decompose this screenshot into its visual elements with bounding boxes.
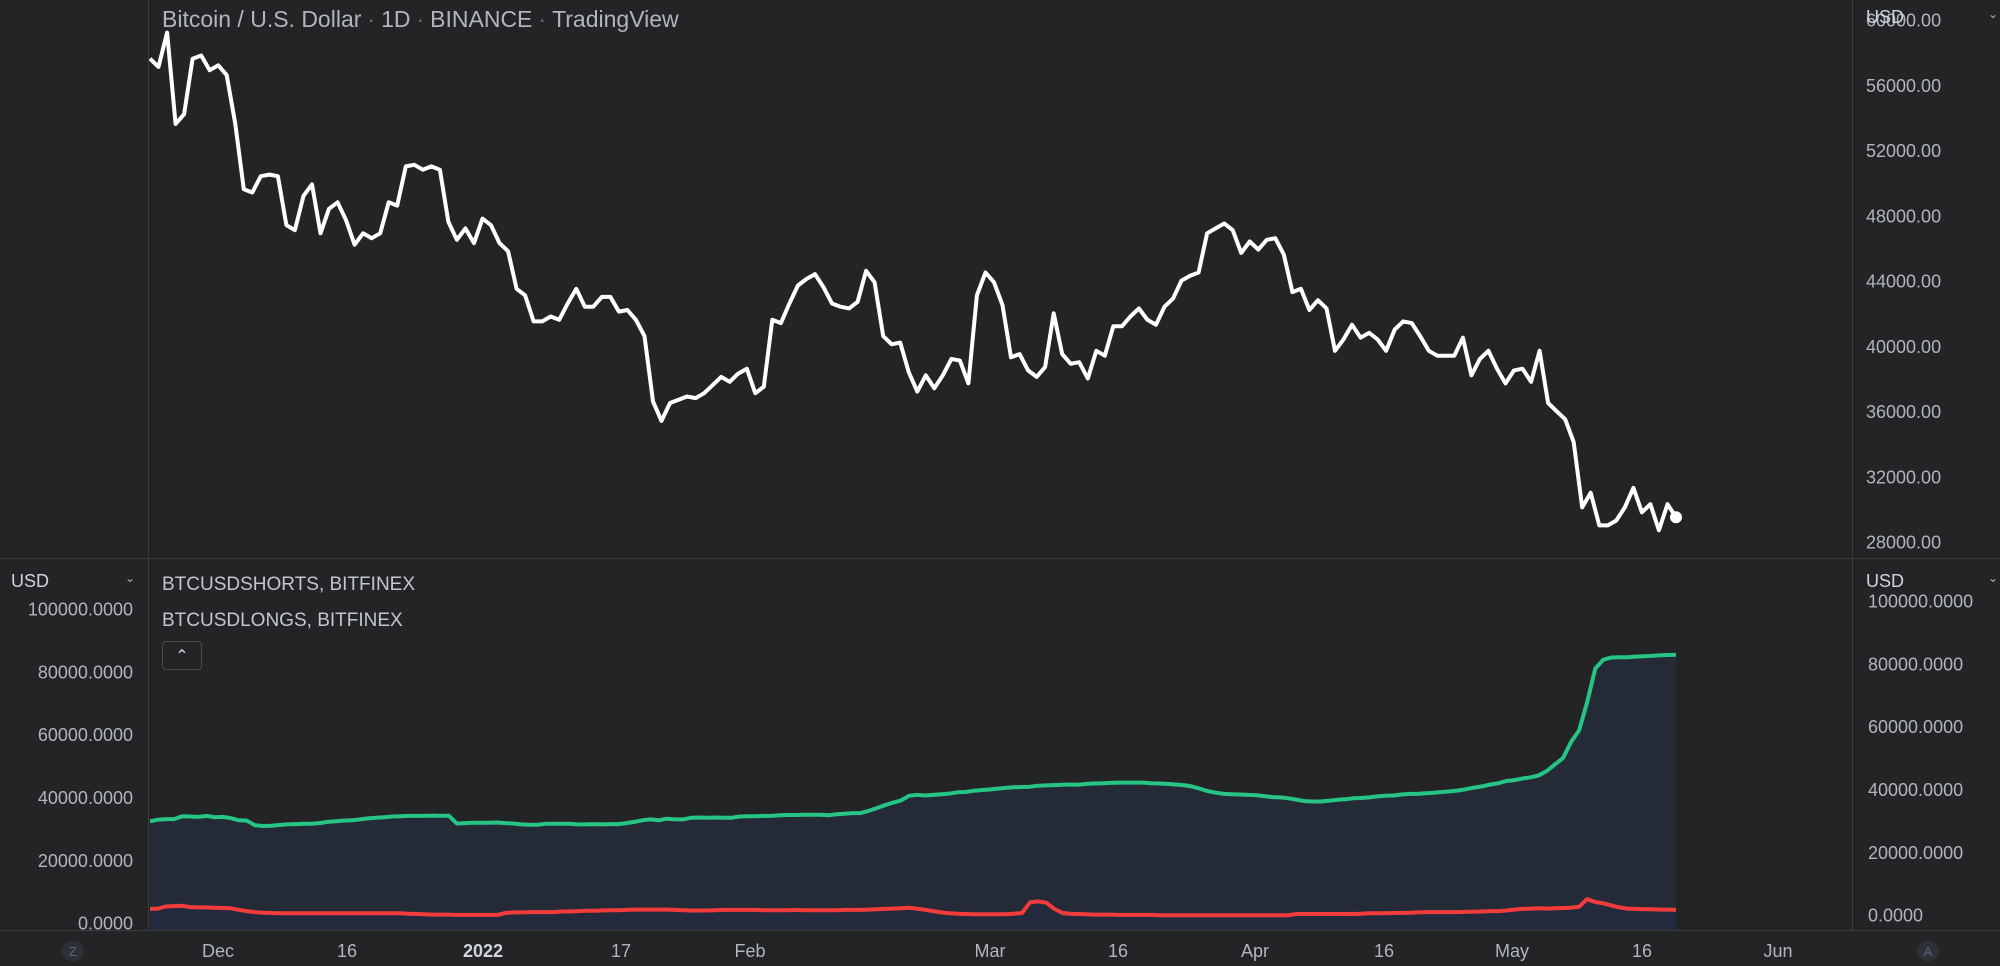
lower-right-tick-label: 20000.0000	[1868, 843, 1963, 863]
lower-left-tick-label: 40000.0000	[38, 788, 133, 808]
interval-label: 1D	[381, 6, 411, 32]
lower-left-tick-label: 80000.0000	[38, 662, 133, 682]
main-legend: Bitcoin / U.S. Dollar · 1D · BINANCE · Trading…	[162, 6, 679, 32]
left-price-scale[interactable]	[0, 0, 149, 930]
lower-left-tick-label: 100000.0000	[28, 599, 133, 619]
price-pane	[148, 30, 1682, 533]
time-tick-label: May	[1495, 941, 1529, 961]
main-currency-label: USD	[1866, 7, 1905, 27]
chevron-up-icon: ⌃	[175, 647, 189, 665]
lower-left-tick-label: 20000.0000	[38, 851, 133, 871]
lower-right-tick-label: 0.0000	[1868, 906, 1923, 926]
price-tick-label: 56000.00	[1866, 76, 1941, 96]
lower-right-currency-label: USD	[1866, 571, 1905, 591]
main-currency-selector[interactable]: USD ⌄	[1866, 7, 1998, 28]
time-tick-label: 16	[337, 941, 357, 961]
chevron-down-icon: ⌄	[1988, 7, 1999, 21]
price-tick-label: 48000.00	[1866, 206, 1941, 226]
price-tick-label: 52000.00	[1866, 141, 1941, 161]
time-tick-label: Dec	[202, 941, 234, 961]
exchange-label: BINANCE	[430, 6, 533, 32]
lower-left-tick-label: 0.0000	[78, 914, 133, 934]
lower-left-axis-ticks: 0.0000 20000.0000 40000.0000 60000.0000 8000…	[28, 599, 133, 933]
pane-divider[interactable]	[0, 558, 2000, 559]
left-scale-badge[interactable]: Z	[62, 941, 84, 961]
shorts-legend[interactable]: BTCUSDSHORTS, BITFINEX	[162, 574, 416, 595]
shorts-area-fill	[150, 899, 1676, 930]
price-line	[148, 30, 1678, 533]
time-tick-label: 2022	[463, 941, 503, 961]
collapse-legend-button[interactable]: ⌃	[162, 641, 202, 670]
longs-shorts-pane	[149, 652, 1677, 930]
shorts-line	[149, 897, 1677, 918]
time-tick-label: 16	[1374, 941, 1394, 961]
longs-area-fill	[150, 654, 1676, 930]
chevron-down-icon: ⌄	[125, 571, 136, 585]
lower-right-currency-selector[interactable]: USD ⌄	[1866, 571, 1998, 592]
price-tick-label: 32000.00	[1866, 467, 1941, 487]
lower-right-tick-label: 80000.0000	[1868, 654, 1963, 674]
time-axis-ticks: Dec 16 2022 17 Feb Mar 16 Apr 16 May 16 Jun	[202, 941, 1793, 961]
price-tick-label: 40000.00	[1866, 337, 1941, 357]
time-tick-label: 16	[1108, 941, 1128, 961]
time-tick-label: Feb	[734, 941, 765, 961]
time-tick-label: Mar	[975, 941, 1006, 961]
lower-right-tick-label: 60000.0000	[1868, 717, 1963, 737]
time-tick-label: Jun	[1763, 941, 1792, 961]
price-tick-label: 60000.00	[1866, 11, 1941, 31]
right-scale-badge[interactable]: A	[1917, 941, 1939, 961]
lower-right-axis-ticks: 0.0000 20000.0000 40000.0000 60000.0000 8000…	[1868, 591, 1973, 925]
price-axis-ticks: 28000.00 32000.00 36000.00 40000.00 44000.00…	[1866, 11, 1941, 553]
lower-left-currency-label: USD	[11, 571, 50, 591]
time-tick-label: Apr	[1241, 941, 1269, 961]
longs-line	[149, 652, 1677, 828]
lower-left-currency-selector[interactable]: USD ⌄	[11, 571, 135, 592]
chevron-down-icon: ⌄	[1988, 571, 1999, 585]
time-axis[interactable]	[0, 930, 2000, 966]
symbol-title: Bitcoin / U.S. Dollar	[162, 6, 362, 32]
price-tick-label: 28000.00	[1866, 533, 1941, 553]
last-price-dot	[1670, 511, 1682, 524]
time-tick-label: 16	[1632, 941, 1652, 961]
lower-left-tick-label: 60000.0000	[38, 725, 133, 745]
source-label: TradingView	[552, 6, 679, 32]
time-tick-label: 17	[611, 941, 631, 961]
longs-legend[interactable]: BTCUSDLONGS, BITFINEX	[162, 610, 403, 631]
right-price-scale[interactable]	[1852, 0, 2000, 930]
lower-right-tick-label: 40000.0000	[1868, 780, 1963, 800]
lower-right-tick-label: 100000.0000	[1868, 591, 1973, 611]
price-tick-label: 36000.00	[1866, 402, 1941, 422]
price-tick-label: 44000.00	[1866, 272, 1941, 292]
